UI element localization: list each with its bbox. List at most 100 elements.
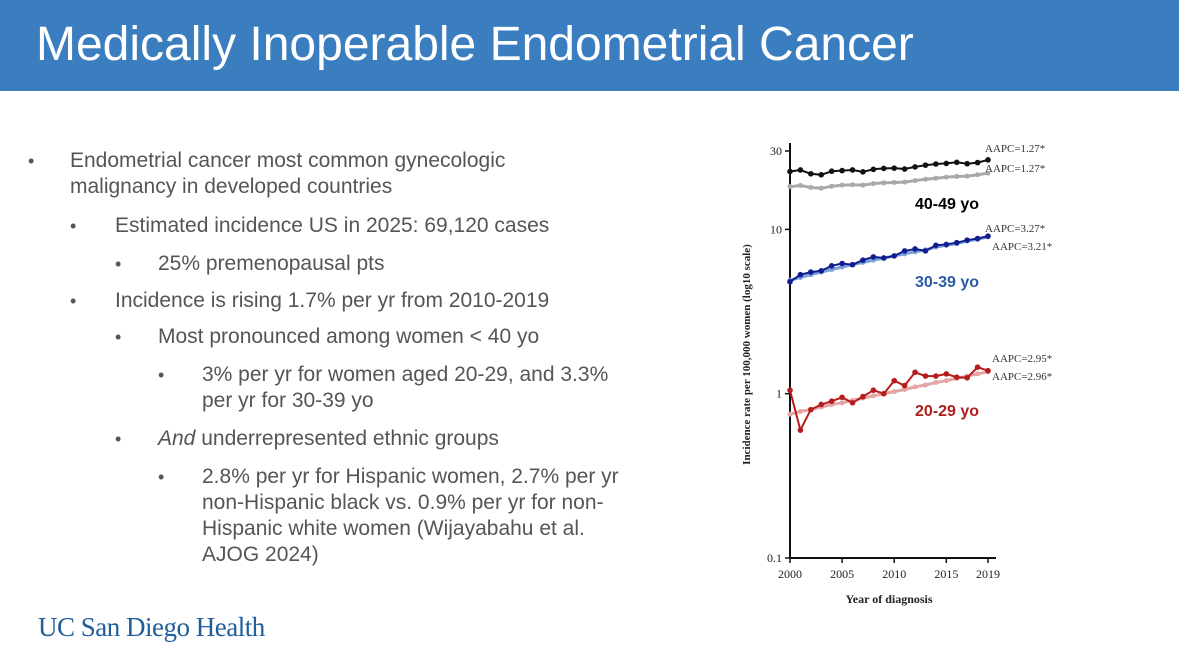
data-point bbox=[964, 237, 970, 243]
bullet-marker: • bbox=[158, 467, 165, 487]
data-point bbox=[880, 390, 887, 397]
data-point bbox=[922, 373, 929, 379]
annotation-aapc-3039-observed: AAPC=3.27* bbox=[985, 223, 1045, 235]
data-point bbox=[787, 168, 793, 175]
y-tick-label: 10 bbox=[770, 222, 782, 236]
y-tick-label: 1 bbox=[776, 387, 782, 401]
bullet-marker: • bbox=[115, 429, 122, 449]
data-point bbox=[933, 175, 939, 181]
data-point bbox=[787, 387, 793, 394]
data-point bbox=[881, 180, 887, 186]
incidence-chart: 0.1 1 10 30 2000 2005 2010 2015 2019 Year of diag… bbox=[741, 143, 1052, 606]
data-point bbox=[860, 169, 866, 175]
data-point bbox=[985, 233, 991, 239]
data-point bbox=[922, 248, 929, 254]
bullet-2-2-1-line2: non-Hispanic black vs. 0.9% per yr for n… bbox=[202, 491, 604, 514]
data-point bbox=[922, 162, 929, 168]
data-point bbox=[912, 246, 918, 252]
data-point bbox=[860, 393, 866, 400]
data-point bbox=[849, 167, 856, 173]
data-point bbox=[828, 263, 835, 269]
bullet-2-1: Most pronounced among women < 40 yo bbox=[158, 325, 540, 348]
group-label-40-49: 40-49 yo bbox=[915, 196, 979, 213]
annotation-aapc-4049-fitted: AAPC=1.27* bbox=[985, 163, 1045, 175]
data-point bbox=[870, 387, 877, 394]
data-point bbox=[891, 377, 898, 384]
data-point bbox=[943, 174, 949, 180]
bullet-list: • Endometrial cancer most common gynecol… bbox=[28, 149, 619, 566]
data-point bbox=[985, 157, 991, 163]
group-label-30-39: 30-39 yo bbox=[915, 274, 979, 291]
data-point bbox=[943, 378, 949, 384]
data-point bbox=[912, 384, 918, 390]
data-point bbox=[954, 173, 960, 179]
data-point bbox=[953, 159, 960, 166]
annotation-aapc-3039-fitted: AAPC=3.21* bbox=[992, 241, 1052, 253]
annotation-aapc-2029-fitted: AAPC=2.96* bbox=[992, 371, 1052, 383]
chart-series bbox=[787, 157, 991, 433]
bullet-2-2-1-line4: AJOG 2024) bbox=[202, 543, 319, 566]
data-point bbox=[808, 184, 814, 190]
data-point bbox=[964, 173, 970, 179]
x-tick-label: 2019 bbox=[976, 567, 1000, 581]
data-point bbox=[870, 254, 877, 260]
annotation-aapc-2029-observed: AAPC=2.95* bbox=[992, 353, 1052, 365]
data-point bbox=[975, 172, 981, 178]
data-point bbox=[849, 400, 856, 406]
data-point bbox=[985, 367, 991, 374]
data-point bbox=[808, 406, 814, 413]
data-point bbox=[870, 181, 876, 187]
ucsd-health-logo: UC San Diego Health bbox=[38, 612, 265, 642]
x-tick-label: 2005 bbox=[830, 567, 854, 581]
data-point bbox=[839, 260, 845, 267]
data-point bbox=[787, 278, 793, 285]
annotation-aapc-4049-observed: AAPC=1.27* bbox=[985, 143, 1045, 155]
data-point bbox=[964, 160, 970, 167]
data-point bbox=[933, 242, 939, 249]
bullet-marker: • bbox=[115, 254, 122, 274]
data-point bbox=[901, 382, 908, 389]
y-axis-title: Incidence rate per 100,000 women (log10 … bbox=[741, 244, 753, 465]
data-point bbox=[943, 241, 950, 248]
title-bar: Medically Inoperable Endometrial Cancer bbox=[0, 0, 1179, 91]
group-label-20-29: 20-29 yo bbox=[915, 403, 979, 420]
data-point bbox=[870, 166, 877, 173]
data-point bbox=[922, 176, 928, 182]
data-point bbox=[808, 269, 814, 275]
data-point bbox=[839, 167, 845, 174]
bullet-1-line2: malignancy in developed countries bbox=[70, 175, 393, 198]
data-point bbox=[901, 248, 908, 254]
data-point bbox=[818, 267, 825, 274]
data-point bbox=[933, 373, 939, 379]
data-point bbox=[870, 393, 876, 399]
data-point bbox=[787, 184, 793, 190]
data-point bbox=[912, 164, 918, 170]
data-point bbox=[953, 374, 960, 381]
x-axis-title: Year of diagnosis bbox=[845, 592, 932, 606]
data-point bbox=[975, 371, 981, 377]
bullet-2-2-rest: underrepresented ethnic groups bbox=[195, 427, 499, 450]
data-point bbox=[818, 171, 825, 178]
data-point bbox=[974, 159, 981, 166]
bullet-1-1-1: 25% premenopausal pts bbox=[158, 252, 385, 275]
y-tick-label: 0.1 bbox=[767, 551, 782, 565]
data-point bbox=[943, 160, 950, 167]
data-point bbox=[850, 182, 856, 188]
data-point bbox=[974, 235, 981, 242]
x-tick-label: 2010 bbox=[882, 567, 906, 581]
data-point bbox=[849, 261, 856, 268]
data-point bbox=[964, 374, 970, 381]
data-point bbox=[839, 400, 845, 406]
data-point bbox=[922, 382, 928, 388]
data-point bbox=[818, 401, 825, 408]
y-tick-label: 30 bbox=[770, 144, 782, 158]
data-point bbox=[953, 239, 960, 246]
data-point bbox=[787, 411, 793, 417]
bullet-marker: • bbox=[70, 291, 77, 311]
data-point bbox=[902, 179, 908, 185]
data-point bbox=[933, 161, 939, 167]
chart-axes: 0.1 1 10 30 2000 2005 2010 2015 2019 Year of diag… bbox=[741, 143, 1000, 606]
data-point bbox=[891, 165, 898, 171]
x-tick-label: 2015 bbox=[934, 567, 958, 581]
chart-labels: AAPC=1.27* AAPC=1.27* AAPC=3.27* AAPC=3.21*… bbox=[915, 143, 1052, 420]
